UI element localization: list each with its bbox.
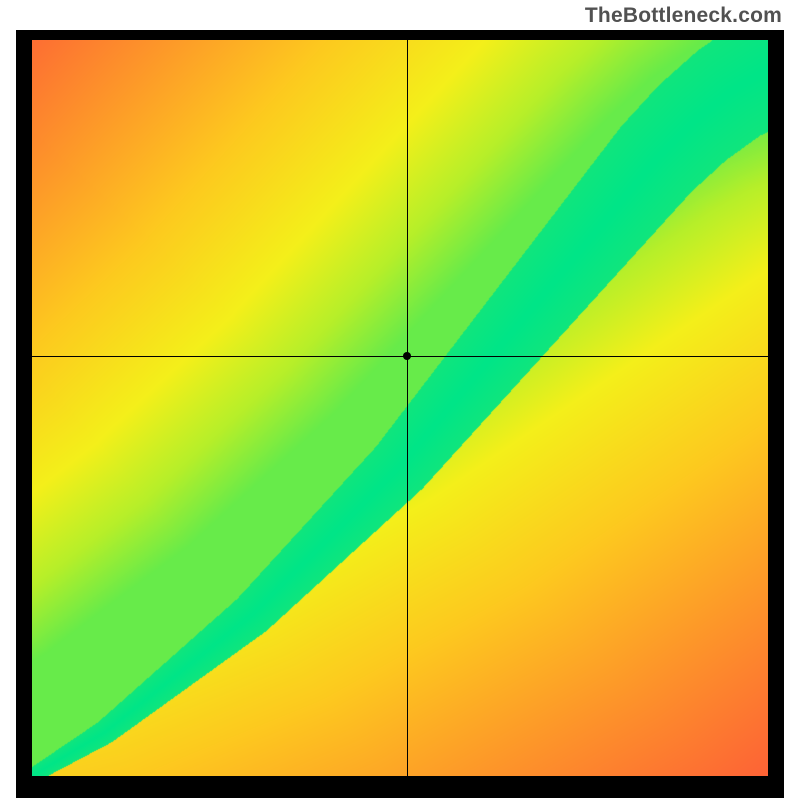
heatmap-canvas (32, 40, 768, 776)
crosshair-vertical (407, 40, 408, 776)
watermark-text: TheBottleneck.com (585, 4, 782, 28)
chart-frame (16, 30, 784, 798)
crosshair-horizontal (32, 356, 768, 357)
crosshair-marker (403, 352, 411, 360)
